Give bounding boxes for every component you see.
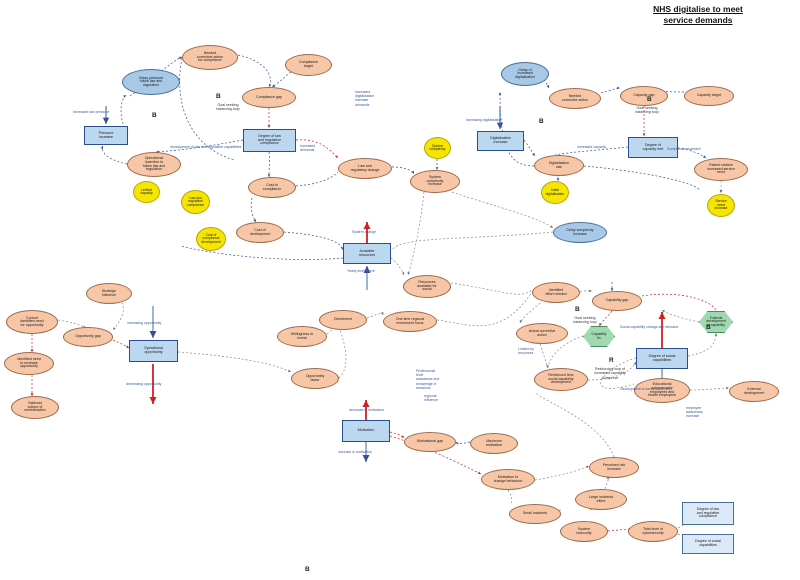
loop-marker-balancing-2: B xyxy=(539,118,544,125)
node-delay-pressure-follow-law[interactable]: Delay pressure follow law and regulation xyxy=(122,69,180,95)
label-increased-digitalisation-demands: increased digitalisation increase demand… xyxy=(355,90,375,107)
label-increased-digitalisation: increasing digitalisation xyxy=(466,118,503,122)
label-increased-demands: increased demands xyxy=(300,144,316,153)
node-strategic-influence[interactable]: Strategic influence xyxy=(86,283,132,304)
node-capacity-target[interactable]: Capacity target xyxy=(684,86,734,106)
loop-caption-4: Goal seeking balancing loop xyxy=(573,316,597,325)
label-professional-level: Professional level assistance and knowle… xyxy=(416,369,440,390)
node-cost-of-development[interactable]: Cost of development xyxy=(236,222,284,243)
node-capacity-gap-top[interactable]: Capacity gap xyxy=(620,86,668,106)
node-actual-corrective-action[interactable]: Actual corrective action xyxy=(516,323,568,344)
node-compliance-gap[interactable]: Compliance gap xyxy=(242,87,296,108)
node-patient-relative-service-need[interactable]: Patient relative increased service need xyxy=(694,158,748,181)
label-decrease-motivation: decrease in motivation xyxy=(349,408,385,412)
node-reinforced-social-capability[interactable]: Reinforced time social capability develo… xyxy=(534,368,588,391)
loop-caption-5: Reinforcing loop of increased capability… xyxy=(594,367,626,380)
node-law-regulatory-change[interactable]: Law and regulatory change xyxy=(338,158,392,179)
node-large-incidents-effect[interactable]: Large incidents effect xyxy=(575,489,627,510)
node-motivational-gap[interactable]: Motivational gap xyxy=(404,432,456,452)
node-cost-of-compliance[interactable]: Cost of compliance xyxy=(248,177,296,198)
node-note-initial-digitalisation[interactable]: Initial digitalisation xyxy=(541,181,569,204)
label-development-social-capability: Development of social capability xyxy=(620,387,670,391)
node-digitalisation-increase[interactable]: Digitalisation increase xyxy=(477,131,524,151)
label-increased-law-pressure: Increased law pressure xyxy=(73,110,110,114)
node-digitalisation-rate[interactable]: Digitalisation rate xyxy=(534,155,584,176)
node-degree-social-capabilities[interactable]: Degree of social capabilities xyxy=(636,348,688,369)
node-out-degree-law-compliance[interactable]: Degree of law and regulative compliance xyxy=(682,502,734,525)
node-degree-law-regulative-compliance[interactable]: Degree of law and regulative compliance xyxy=(243,129,296,152)
node-note-law-regulative-compliance[interactable]: Law and regulative compliance xyxy=(181,190,210,214)
node-external-hex[interactable]: External development of capability xyxy=(699,311,733,333)
node-willingness-to-invest[interactable]: Willingness to invest xyxy=(277,326,327,347)
loop-marker-balancing-1: B xyxy=(216,93,221,100)
node-compliance-target[interactable]: Compliance target xyxy=(285,54,332,76)
node-motivation[interactable]: Motivation xyxy=(342,420,390,442)
label-system-change: System change xyxy=(352,230,377,234)
node-operational-opportunity[interactable]: Operational opportunity xyxy=(129,340,178,362)
node-capability-hex[interactable]: Capability fix xyxy=(583,326,615,347)
loop-marker-balancing-0: B xyxy=(152,112,157,119)
label-social-capability-change: Social capability change and demand xyxy=(620,325,678,329)
node-motivation-change-behaviour[interactable]: Motivation to change behaviour xyxy=(481,469,535,490)
loop-marker-reinforcing-5: R xyxy=(609,357,614,364)
node-total-level-cybersecurity[interactable]: Total level of cybersecurity xyxy=(628,521,678,542)
node-available-resources[interactable]: Available resources xyxy=(343,243,391,264)
node-maximum-motivation[interactable]: Maximum motivation xyxy=(470,433,518,454)
node-system-complexity-increase[interactable]: System complexity increase xyxy=(410,170,460,193)
node-needed-corrective-action-capacity[interactable]: Needed corrective action xyxy=(549,88,601,109)
label-employee-awareness: employee awareness increase xyxy=(686,406,703,419)
node-current-identified-need-opportunity[interactable]: Current identified need for opportunity xyxy=(6,310,58,334)
loop-marker-balancing-4: B xyxy=(575,306,580,313)
label-limited-by-resources: Limited by resources xyxy=(518,347,534,356)
node-capability-gap[interactable]: Capability gap xyxy=(592,291,642,311)
node-opportunity-factor[interactable]: Opportunity factor xyxy=(291,368,339,389)
node-operational-incentive-follow-law[interactable]: Operational incentive to follow law and … xyxy=(127,152,181,177)
node-resources-available-social[interactable]: Resources available for social xyxy=(403,275,451,298)
loop-marker-balancing-6: B xyxy=(706,324,711,331)
label-societal-development: Societal development xyxy=(667,147,701,151)
node-opportunity-gap[interactable]: Opportunity gap xyxy=(63,327,113,347)
node-educational-cybersecurity[interactable]: Educational cybersecurity employees and … xyxy=(634,378,690,403)
loop-marker-balancing-7: B xyxy=(305,566,310,573)
node-investment[interactable]: Divestment xyxy=(319,310,367,330)
node-note-cost-of-compliance[interactable]: Cost of compliance development xyxy=(196,227,226,251)
node-identified-effort-needed[interactable]: Identified effort needed xyxy=(532,282,580,303)
loop-caption-1: Goal seeking balancing loop xyxy=(216,103,240,112)
label-increased-capacity: Increased capacity xyxy=(577,145,607,149)
node-external-development[interactable]: External development xyxy=(729,381,779,402)
node-national-culture-centralisation[interactable]: National culture of centralisation xyxy=(11,396,59,419)
label-increase-motivation: increase in motivation xyxy=(338,450,372,454)
node-identified-need-increase-opportunity[interactable]: Identified need to increase opportunity xyxy=(4,352,54,375)
label-yearly-investment: Yearly investment xyxy=(347,269,375,273)
node-note-service-need-increase[interactable]: Service need increase xyxy=(707,194,735,217)
node-delay-complexity-increase[interactable]: Delay complexity increase xyxy=(553,222,607,243)
node-system-insecurity[interactable]: System insecurity xyxy=(560,521,608,542)
node-degree-capacity-met[interactable]: Degree of capacity met xyxy=(628,137,678,158)
loop-marker-balancing-3: B xyxy=(647,96,652,103)
node-small-incidents[interactable]: Small incidents xyxy=(509,504,561,524)
node-needed-corrective-action-compliance[interactable]: Needed corrective action for compliance xyxy=(182,45,238,70)
label-development-law-regulative: development of law and regulative capabi… xyxy=(170,145,242,149)
node-delay-increased-digitalisation[interactable]: Delay of increased digitalisation xyxy=(501,62,549,86)
node-note-limited-capacity[interactable]: Limited capacity xyxy=(133,181,160,203)
node-one-time-regional-investment[interactable]: One time regional investment focus xyxy=(383,311,437,332)
loop-caption-3: Goal seeking balancing loop xyxy=(635,106,659,115)
node-note-system-complexity[interactable]: System complexity xyxy=(424,137,451,159)
node-perceived-risk-increase[interactable]: Perceived risk increase xyxy=(589,457,639,478)
label-regional-influence: regional influence xyxy=(424,394,439,403)
label-decreasing-opportunity: decreasing opportunity xyxy=(126,382,162,386)
label-increasing-opportunity: increasing opportunity xyxy=(127,321,162,325)
page-title: NHS digitalise to meet service demands xyxy=(653,4,743,26)
node-out-degree-social-capabilities[interactable]: Degree of social capabilities xyxy=(682,534,734,554)
node-pressure-increase[interactable]: Pressure increase xyxy=(84,126,128,145)
